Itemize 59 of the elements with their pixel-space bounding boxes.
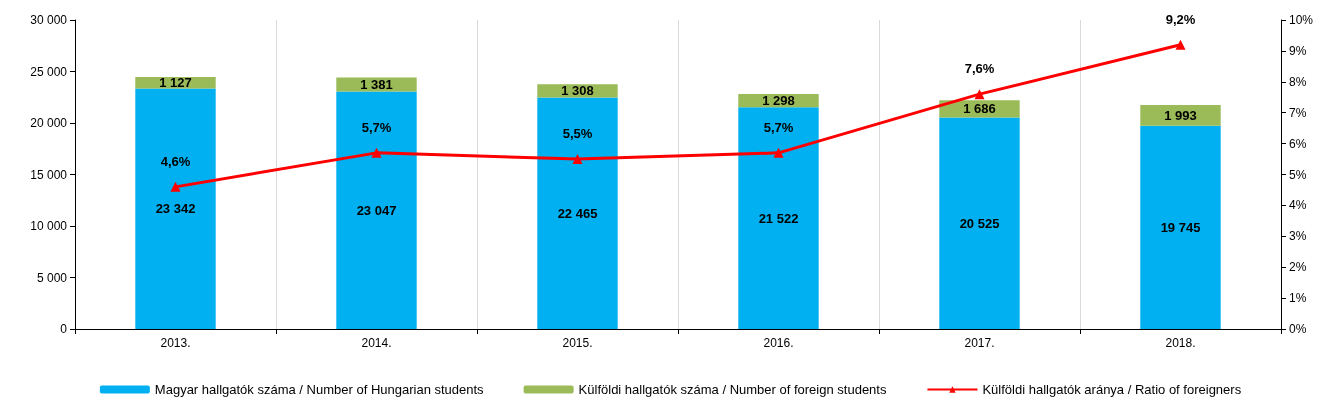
x-tick-label: 2013.: [160, 336, 191, 350]
bar: [336, 91, 417, 329]
y2-tick-label: 4%: [1289, 198, 1307, 213]
y-tick-label: 25 000: [30, 64, 68, 79]
data-label: 1 686: [963, 101, 996, 117]
data-label: 1 308: [561, 83, 594, 99]
y2-tick-label: 9%: [1289, 43, 1307, 58]
y2-tick-label: 10%: [1289, 13, 1314, 27]
y2-tick-label: 6%: [1289, 136, 1307, 151]
x-tick-label: 2017.: [964, 336, 995, 350]
point: [974, 89, 985, 100]
legend-label: Magyar hallgatók száma / Number of Hungarian students: [154, 382, 485, 397]
y2-tick-label: 1%: [1289, 291, 1307, 306]
x-tick-label: 2018.: [1165, 336, 1196, 350]
y2-tick-label: 5%: [1289, 167, 1307, 182]
data-label: 1 127: [159, 75, 192, 91]
legend-label: Külföldi hallgatók száma / Number of foreign students: [578, 382, 887, 397]
y2-tick-label: 0%: [1289, 322, 1307, 336]
data-label: 4,6%: [160, 153, 191, 169]
data-label: 19 745: [1160, 219, 1201, 235]
y-tick-label: 15 000: [30, 167, 68, 182]
y-tick-label: 10 000: [30, 219, 68, 233]
y-tick-label: 30 000: [30, 13, 68, 27]
x-tick-label: 2015.: [562, 336, 593, 350]
data-label: 22 465: [557, 205, 598, 221]
y2-tick-label: 2%: [1289, 260, 1307, 275]
data-label: 23 047: [356, 202, 397, 218]
data-label: 9,2%: [1165, 11, 1196, 27]
y2-tick-label: 8%: [1289, 74, 1307, 89]
data-label: 23 342: [155, 201, 196, 217]
data-label: 20 525: [959, 215, 1000, 231]
y2-tick-label: 7%: [1289, 105, 1307, 120]
data-label: 5,7%: [361, 119, 392, 135]
point: [371, 147, 382, 158]
bar: [537, 97, 618, 329]
point: [773, 147, 784, 158]
y2-tick-label: 3%: [1289, 229, 1307, 244]
bar: [135, 88, 216, 329]
data-label: 21 522: [758, 210, 799, 226]
bar: [738, 107, 819, 329]
point: [1175, 39, 1186, 50]
y-tick-label: 5 000: [36, 270, 68, 285]
bar: [939, 117, 1020, 329]
point: [572, 154, 583, 165]
y-tick-label: 0: [60, 322, 68, 336]
data-label: 5,5%: [562, 126, 593, 142]
bar: [336, 77, 417, 92]
point: [170, 181, 181, 192]
data-label: 1 298: [762, 93, 795, 109]
x-tick-label: 2014.: [361, 336, 392, 350]
y-tick-label: 20 000: [30, 116, 68, 130]
data-label: 1 381: [360, 77, 393, 92]
bar: [1140, 105, 1221, 126]
legend-label: Külföldi hallgatók aránya / Ratio of foreigners: [982, 382, 1242, 397]
data-label: 1 993: [1164, 107, 1197, 123]
data-label: 7,6%: [964, 61, 995, 77]
data-label: 5,7%: [763, 119, 794, 135]
x-tick-label: 2016.: [763, 336, 794, 350]
bar: [1140, 125, 1221, 329]
